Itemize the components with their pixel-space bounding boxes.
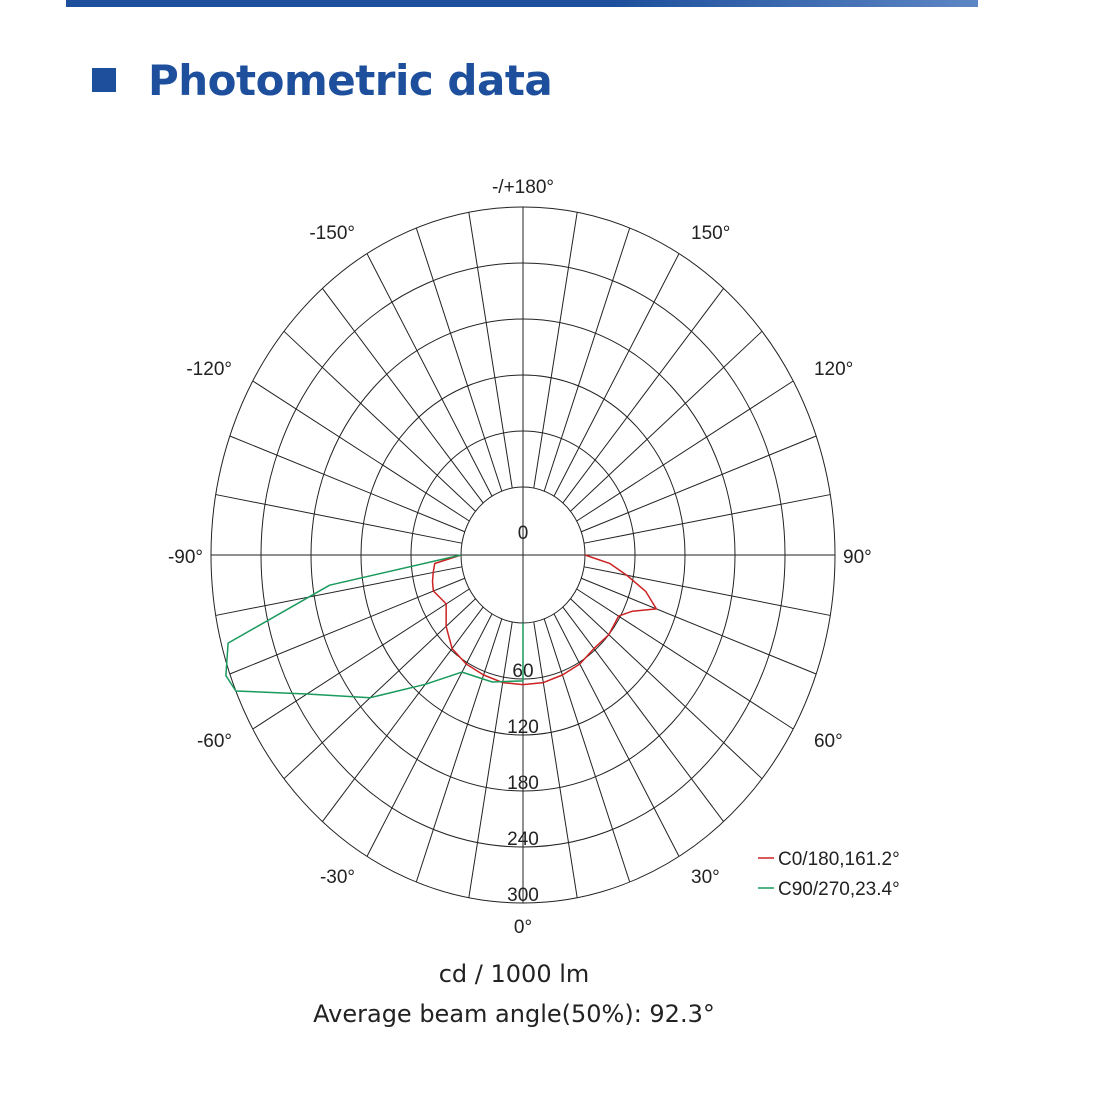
grid-spoke [562, 288, 724, 504]
angle-label: -/+180° [492, 177, 554, 198]
radial-tick-label: 120 [507, 717, 539, 738]
grid-spoke [553, 613, 680, 857]
series-line-1 [225, 554, 524, 699]
angle-label: -60° [197, 731, 232, 752]
grid-spoke [562, 606, 724, 822]
angle-label: 0° [514, 917, 532, 938]
legend-label: C90/270,23.4° [778, 879, 900, 900]
grid-spoke [543, 618, 631, 883]
grid-spoke [229, 435, 465, 533]
top-accent-bar [66, 0, 978, 7]
square-bullet-icon [92, 68, 116, 92]
grid-spoke [283, 330, 476, 512]
grid-spoke [583, 494, 831, 544]
angle-label: -90° [168, 547, 203, 568]
grid-spoke [415, 227, 503, 492]
grid-spoke [468, 621, 513, 898]
radial-tick-label: 300 [507, 885, 539, 906]
grid-spoke [366, 253, 493, 497]
grid-spoke [583, 566, 831, 616]
radial-tick-label: 180 [507, 773, 539, 794]
grid-spoke [252, 380, 470, 522]
grid-spoke [252, 588, 470, 730]
grid-spoke [570, 598, 763, 780]
legend-label: C0/180,161.2° [778, 849, 900, 870]
grid-spoke [229, 577, 465, 675]
angle-label: 120° [814, 359, 853, 380]
angle-label: -30° [320, 867, 355, 888]
grid-spoke [543, 227, 631, 492]
radial-tick-label: 0 [518, 523, 529, 544]
grid-spoke [322, 288, 484, 504]
grid-spoke [215, 566, 463, 616]
series-line-0 [431, 554, 658, 686]
unit-label: cd / 1000 lm [438, 960, 590, 988]
angle-label: 60° [814, 731, 843, 752]
grid-spoke [322, 606, 484, 822]
grid-spoke [576, 588, 794, 730]
angle-label: -150° [309, 223, 355, 244]
grid-spoke [283, 598, 476, 780]
grid-spoke [215, 494, 463, 544]
angle-label: 90° [843, 547, 872, 568]
grid-spoke [581, 435, 817, 533]
grid-spoke [468, 212, 513, 489]
angle-label: -120° [186, 359, 232, 380]
grid-spoke [576, 380, 794, 522]
grid-spoke [533, 212, 578, 489]
grid-spoke [581, 577, 817, 675]
grid-spoke [415, 618, 503, 883]
page-title: Photometric data [148, 55, 553, 105]
grid-spoke [570, 330, 763, 512]
angle-label: 30° [691, 867, 720, 888]
radial-tick-label: 240 [507, 829, 539, 850]
angle-label: 150° [691, 223, 730, 244]
grid-spoke [366, 613, 493, 857]
section-heading: Photometric data [92, 52, 553, 108]
beam-angle-label: Average beam angle(50%): 92.3° [313, 1000, 715, 1028]
grid-spoke [553, 253, 680, 497]
grid-spoke [533, 621, 578, 898]
